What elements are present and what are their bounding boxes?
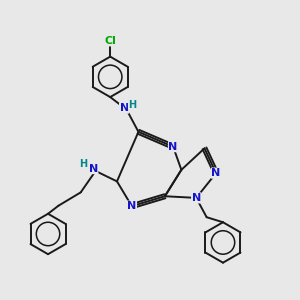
Text: Cl: Cl [104,36,116,46]
Text: N: N [88,164,98,174]
Text: N: N [192,193,201,203]
Text: N: N [127,201,136,211]
Text: H: H [128,100,136,110]
Text: N: N [119,103,129,113]
Text: H: H [79,159,87,170]
Text: N: N [169,142,178,152]
Text: N: N [212,168,221,178]
